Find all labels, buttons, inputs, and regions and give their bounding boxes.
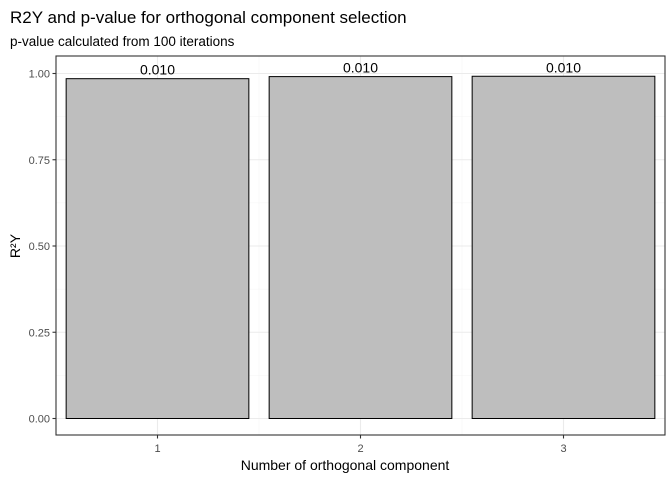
y-tick-label: 0.75 <box>29 155 50 167</box>
data-labels: 0.010 0.010 0.010 <box>140 59 581 77</box>
chart-title: R2Y and p-value for orthogonal component… <box>10 8 407 27</box>
bar-data-label: 0.010 <box>546 59 581 75</box>
bars <box>65 75 656 420</box>
x-axis: 1 2 3 <box>154 435 567 455</box>
x-tick-label: 2 <box>357 443 363 455</box>
chart-subtitle: p-value calculated from 100 iterations <box>10 34 235 49</box>
x-tick-label: 1 <box>154 443 160 455</box>
bar-data-label: 0.010 <box>343 60 378 76</box>
bar-data-label: 0.010 <box>140 62 175 78</box>
bar-3 <box>471 75 656 419</box>
y-axis-title: R²Y <box>7 233 23 258</box>
y-tick-label: 1.00 <box>29 69 50 81</box>
x-tick-label: 3 <box>560 443 566 455</box>
bar-1 <box>65 78 250 420</box>
y-tick-label: 0.00 <box>29 414 50 426</box>
y-tick-label: 0.50 <box>29 241 50 253</box>
y-tick-label: 0.25 <box>29 327 50 339</box>
x-axis-title: Number of orthogonal component <box>241 457 450 473</box>
y-axis: 0.00 0.25 0.50 0.75 1.00 <box>29 69 56 426</box>
bar-2 <box>268 76 453 419</box>
